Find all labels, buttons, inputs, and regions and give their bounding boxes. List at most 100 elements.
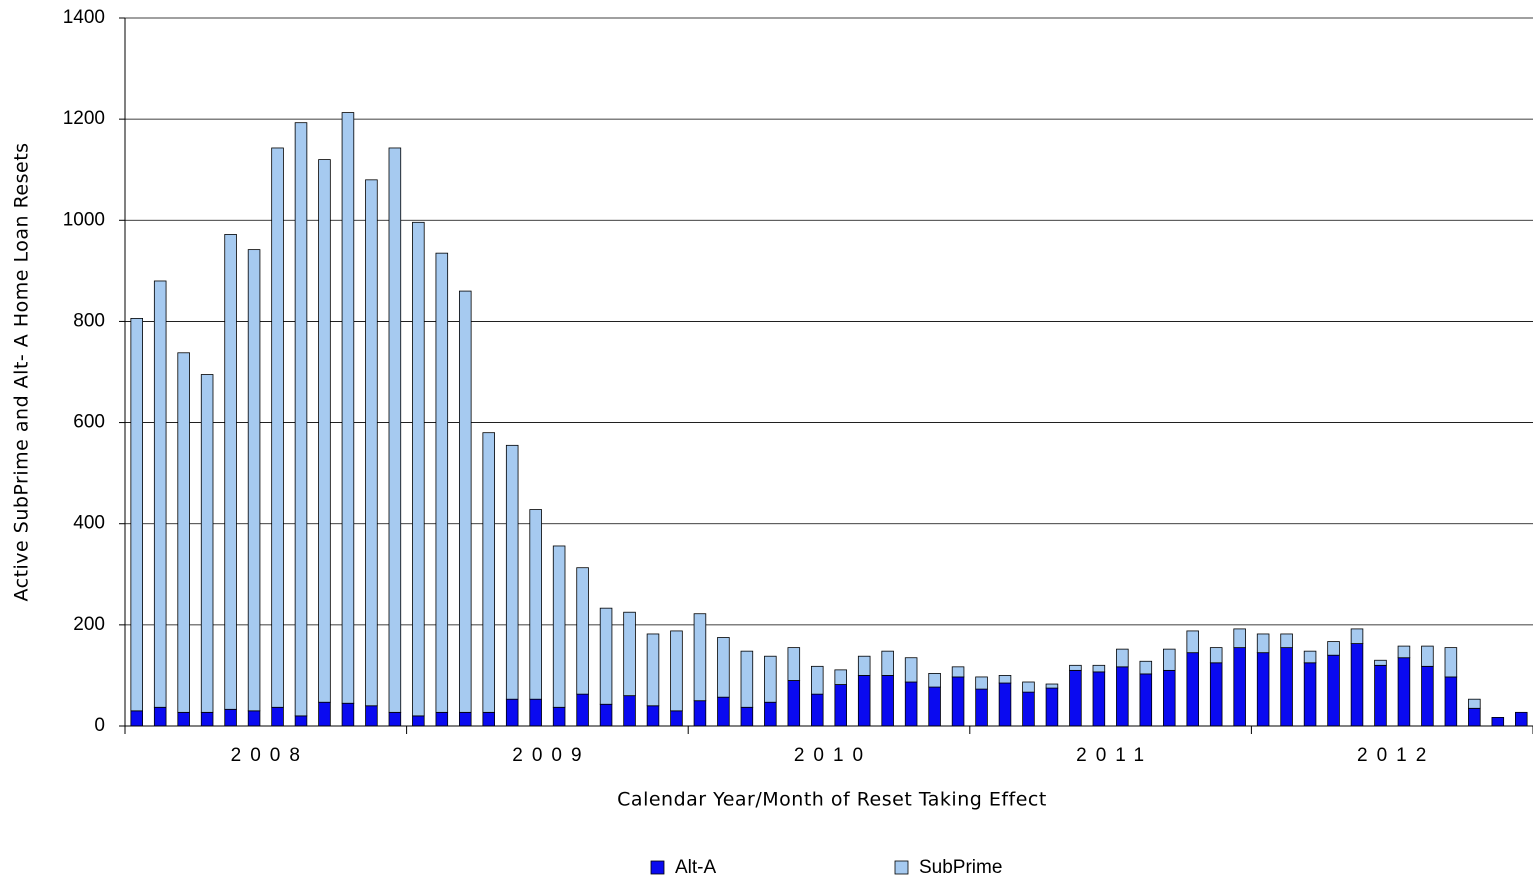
bar-segment bbox=[365, 179, 378, 707]
bar-segment bbox=[435, 252, 449, 713]
bar-segment bbox=[1209, 662, 1223, 727]
bar-segment bbox=[1045, 687, 1059, 727]
bar-segment bbox=[811, 665, 824, 695]
bar-segment bbox=[341, 702, 355, 727]
bar-segment bbox=[1163, 669, 1176, 727]
bar-segment bbox=[975, 676, 988, 690]
bar-segment bbox=[412, 715, 425, 727]
bar-segment bbox=[1444, 676, 1458, 727]
bar-segment bbox=[294, 715, 308, 727]
bar-segment bbox=[505, 698, 519, 727]
bar-segment bbox=[153, 706, 167, 727]
bar-segment bbox=[1303, 650, 1317, 664]
bar-segment bbox=[623, 611, 636, 697]
bar-segment bbox=[318, 159, 331, 703]
bar-segment bbox=[1116, 648, 1129, 668]
bar-segment bbox=[670, 630, 683, 712]
bar-segment bbox=[623, 695, 636, 727]
bar-segment bbox=[1327, 641, 1340, 656]
bar-segment bbox=[365, 705, 378, 727]
bar-segment bbox=[1256, 633, 1270, 654]
bar-segment bbox=[857, 675, 871, 727]
bar-segment bbox=[576, 567, 589, 695]
bar-segment bbox=[435, 711, 449, 727]
y-tick-label: 800 bbox=[73, 310, 105, 331]
bar-segment bbox=[153, 280, 167, 708]
bar-segment bbox=[247, 710, 261, 727]
bar-segment bbox=[1515, 711, 1528, 727]
bar-segment bbox=[200, 374, 214, 713]
y-tick-label: 200 bbox=[73, 614, 105, 635]
bar-segment bbox=[1468, 707, 1481, 727]
bar-segment bbox=[1444, 647, 1458, 678]
x-axis-title: Calendar Year/Month of Reset Taking Effe… bbox=[617, 789, 1047, 811]
bar-segment bbox=[1374, 659, 1387, 666]
bar-segment bbox=[294, 122, 308, 717]
bar-segment bbox=[529, 698, 542, 727]
bar-segment bbox=[928, 686, 941, 727]
bar-segment bbox=[1163, 648, 1176, 671]
bar-segment bbox=[1397, 657, 1411, 727]
bar-segment bbox=[904, 657, 918, 683]
bar-segment bbox=[1280, 647, 1293, 727]
bar-segment bbox=[1421, 665, 1434, 727]
bar-segment bbox=[670, 710, 683, 727]
bar-segment bbox=[1092, 664, 1106, 673]
bar-segment bbox=[130, 710, 144, 727]
x-tick-label: 2008 bbox=[231, 745, 309, 766]
bar-segment bbox=[458, 711, 472, 727]
bar-segment bbox=[1186, 652, 1200, 727]
y-tick-label: 1000 bbox=[63, 209, 105, 230]
bar-segment bbox=[458, 290, 472, 713]
bar-segment bbox=[552, 545, 566, 708]
bar-segment bbox=[951, 676, 965, 727]
bar-segment bbox=[811, 693, 824, 727]
bar-segment bbox=[1069, 664, 1082, 671]
bar-segment bbox=[1139, 673, 1153, 727]
bar-segment bbox=[951, 666, 965, 678]
bar-segment bbox=[1397, 645, 1411, 659]
bar-segment bbox=[717, 696, 730, 727]
bar-segment bbox=[271, 706, 284, 727]
bar-segment bbox=[1327, 654, 1340, 727]
bar-segment bbox=[1045, 683, 1059, 689]
bar-segment bbox=[505, 444, 519, 700]
bar-segment bbox=[1233, 628, 1246, 649]
bar-segment bbox=[693, 613, 707, 702]
bar-segment bbox=[857, 655, 871, 676]
x-tick-label: 2012 bbox=[1357, 745, 1435, 766]
bar-segment bbox=[1209, 647, 1223, 664]
bar-segment bbox=[552, 706, 566, 727]
bar-segment bbox=[998, 675, 1012, 684]
bar-segment bbox=[224, 234, 237, 710]
legend-swatch bbox=[650, 860, 665, 875]
bar-segment bbox=[224, 708, 237, 727]
bar-segment bbox=[1092, 671, 1106, 727]
bar-segment bbox=[388, 147, 402, 713]
bar-segment bbox=[247, 249, 261, 712]
bar-segment bbox=[834, 684, 847, 727]
x-tick-label: 2011 bbox=[1076, 745, 1153, 766]
x-tick-label: 2010 bbox=[794, 745, 872, 766]
bar-segment bbox=[881, 675, 894, 727]
legend-label: Alt-A bbox=[675, 857, 717, 878]
bar-segment bbox=[412, 221, 425, 717]
y-tick-label: 600 bbox=[73, 412, 105, 433]
legend-swatch bbox=[894, 860, 909, 875]
bar-segment bbox=[646, 633, 660, 707]
bar-segment bbox=[1022, 681, 1035, 693]
bar-segment bbox=[646, 705, 660, 727]
bar-segment bbox=[599, 607, 613, 705]
bar-segment bbox=[130, 317, 144, 712]
bar-segment bbox=[1069, 669, 1082, 727]
bar-segment bbox=[177, 711, 190, 727]
y-tick-label: 400 bbox=[73, 513, 105, 534]
bar-segment bbox=[928, 673, 941, 688]
y-axis-title: Active SubPrime and Alt- A Home Loan Res… bbox=[11, 142, 33, 601]
bar-segment bbox=[482, 711, 496, 727]
x-tick-label: 2009 bbox=[512, 745, 590, 766]
bar-segment bbox=[1350, 643, 1364, 727]
bar-segment bbox=[764, 655, 777, 703]
bar-segment bbox=[599, 703, 613, 727]
bar-segment bbox=[834, 669, 847, 685]
